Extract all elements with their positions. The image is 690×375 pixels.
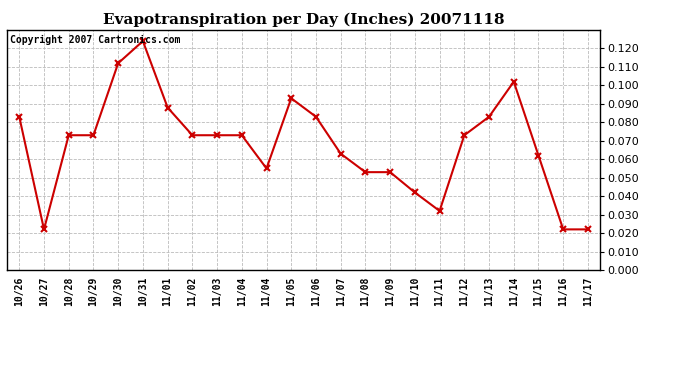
Title: Evapotranspiration per Day (Inches) 20071118: Evapotranspiration per Day (Inches) 2007… — [103, 13, 504, 27]
Text: Copyright 2007 Cartronics.com: Copyright 2007 Cartronics.com — [10, 35, 180, 45]
